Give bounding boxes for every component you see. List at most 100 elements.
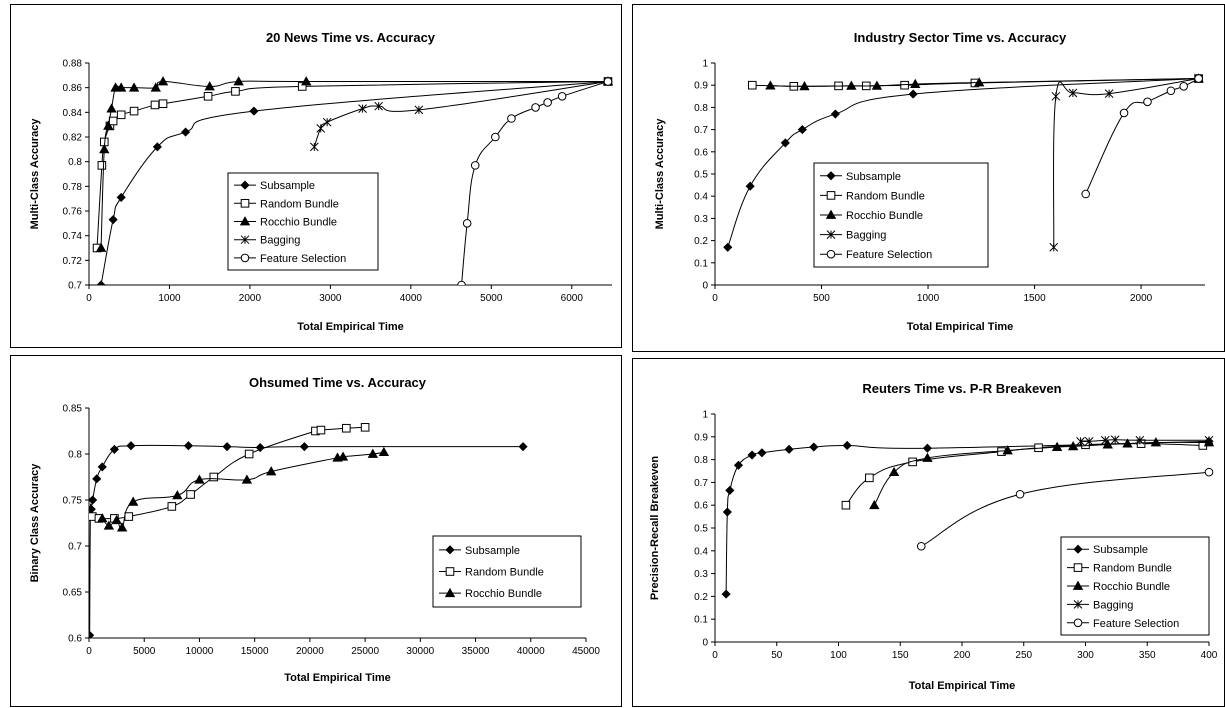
- data-point: [757, 448, 767, 458]
- data-point: [108, 116, 118, 126]
- data-point: [231, 87, 240, 96]
- legend-marker: [240, 253, 250, 263]
- series-line: [313, 81, 609, 148]
- y-tick-label: 0.9: [694, 432, 708, 443]
- data-point: [1179, 82, 1188, 91]
- data-point: [723, 242, 733, 252]
- legend-item: Rocchio Bundle: [1067, 580, 1170, 593]
- legend-marker: [444, 587, 456, 598]
- y-axis-label: Precision-Recall Breakeven: [649, 456, 661, 601]
- data-point: [531, 103, 540, 112]
- x-tick-label: 5000: [480, 293, 503, 304]
- data-point: [1076, 437, 1085, 446]
- x-tick-label: 6000: [561, 293, 584, 304]
- x-tick-label: 10000: [186, 646, 214, 657]
- data-point: [322, 117, 332, 127]
- y-tick-label: 1: [702, 59, 708, 70]
- y-tick-label: 0.6: [694, 501, 708, 512]
- data-point: [908, 89, 918, 99]
- data-point: [765, 80, 776, 90]
- x-axis-label: Total Empirical Time: [297, 321, 404, 333]
- y-tick-label: 0.4: [694, 192, 708, 203]
- data-point: [841, 500, 851, 510]
- y-tick-label: 0.74: [63, 231, 83, 242]
- data-point: [1166, 86, 1176, 96]
- x-tick-label: 0: [712, 293, 718, 304]
- data-point: [745, 181, 755, 191]
- legend: Subsample Random Bundle Rocchio Bundle Bagg…: [813, 162, 989, 268]
- chart-title: 20 News Time vs. Accuracy: [266, 30, 436, 45]
- chart-svg: 20 News Time vs. Accuracy 0.7 0.72 0.74 0.76…: [29, 30, 614, 333]
- y-tick-label: 0: [702, 281, 708, 292]
- y-tick-label: 0.82: [63, 133, 83, 144]
- legend: Subsample Random Bundle Rocchio Bundle Bagg…: [227, 172, 379, 271]
- data-point: [109, 444, 119, 454]
- data-point: [316, 425, 326, 435]
- legend-marker: [445, 567, 455, 576]
- data-point: [194, 474, 205, 484]
- x-tick-label: 1000: [158, 293, 181, 304]
- legend-item: Feature Selection: [820, 249, 932, 261]
- legend-label: Bagging: [846, 230, 886, 242]
- data-point: [222, 442, 232, 452]
- legend-marker: [445, 545, 455, 555]
- data-point: [111, 514, 122, 525]
- data-point: [129, 106, 139, 116]
- data-point: [97, 462, 107, 472]
- data-point: [233, 76, 244, 86]
- data-point: [127, 496, 139, 506]
- x-tick-label: 4000: [400, 293, 423, 304]
- data-point: [1081, 189, 1090, 199]
- series-line: [1053, 78, 1199, 248]
- data-point: [309, 142, 319, 152]
- legend-marker: [1073, 544, 1083, 554]
- legend-label: Bagging: [1093, 599, 1133, 611]
- data-point: [167, 502, 177, 511]
- y-tick-label: 0.5: [694, 170, 708, 181]
- y-tick-label: 0.7: [68, 281, 82, 292]
- legend-label: Rocchio Bundle: [260, 217, 337, 229]
- data-point: [158, 99, 168, 109]
- legend-marker: [240, 199, 250, 208]
- series-rocchio-bundle: [97, 446, 390, 532]
- legend-marker: [1072, 580, 1084, 590]
- data-point: [1194, 74, 1203, 83]
- data-point: [183, 441, 193, 451]
- data-point: [186, 490, 195, 499]
- legend-box: [813, 162, 989, 268]
- data-point: [1104, 89, 1114, 98]
- legend-marker: [239, 216, 251, 226]
- legend-label: Random Bundle: [1093, 563, 1172, 575]
- y-axis-label: Multi-Class Accuracy: [654, 118, 666, 230]
- legend-item: Feature Selection: [234, 253, 346, 265]
- data-point: [799, 80, 810, 91]
- y-tick-label: 0.76: [63, 207, 83, 218]
- y-tick-label: 0.84: [63, 108, 83, 119]
- legend-label: Subsample: [465, 545, 520, 557]
- x-tick-label: 400: [1201, 650, 1218, 661]
- chart-panel-20news: 20 News Time vs. Accuracy 0.7 0.72 0.74 0.76…: [10, 4, 622, 348]
- data-point: [869, 499, 880, 510]
- data-point: [249, 106, 259, 116]
- data-point: [900, 80, 909, 90]
- data-point: [97, 161, 107, 170]
- y-tick-label: 0.8: [694, 103, 708, 114]
- plot-area: [89, 423, 528, 638]
- y-tick-label: 0.85: [63, 404, 83, 415]
- data-point: [846, 80, 857, 90]
- data-point: [1051, 91, 1061, 101]
- data-point: [747, 450, 757, 460]
- data-point: [374, 101, 384, 111]
- legend-marker: [1073, 618, 1083, 628]
- data-point: [103, 520, 115, 530]
- data-point: [266, 466, 277, 476]
- y-tick-label: 0.3: [694, 214, 708, 225]
- series-line: [845, 443, 1203, 506]
- data-point: [462, 219, 472, 228]
- x-tick-label: 500: [813, 293, 830, 304]
- y-tick-label: 0.78: [63, 182, 83, 193]
- x-tick-label: 150: [892, 650, 909, 661]
- series-line: [873, 441, 1210, 506]
- y-tick-label: 0.1: [694, 615, 708, 626]
- legend-item: Rocchio Bundle: [820, 209, 923, 222]
